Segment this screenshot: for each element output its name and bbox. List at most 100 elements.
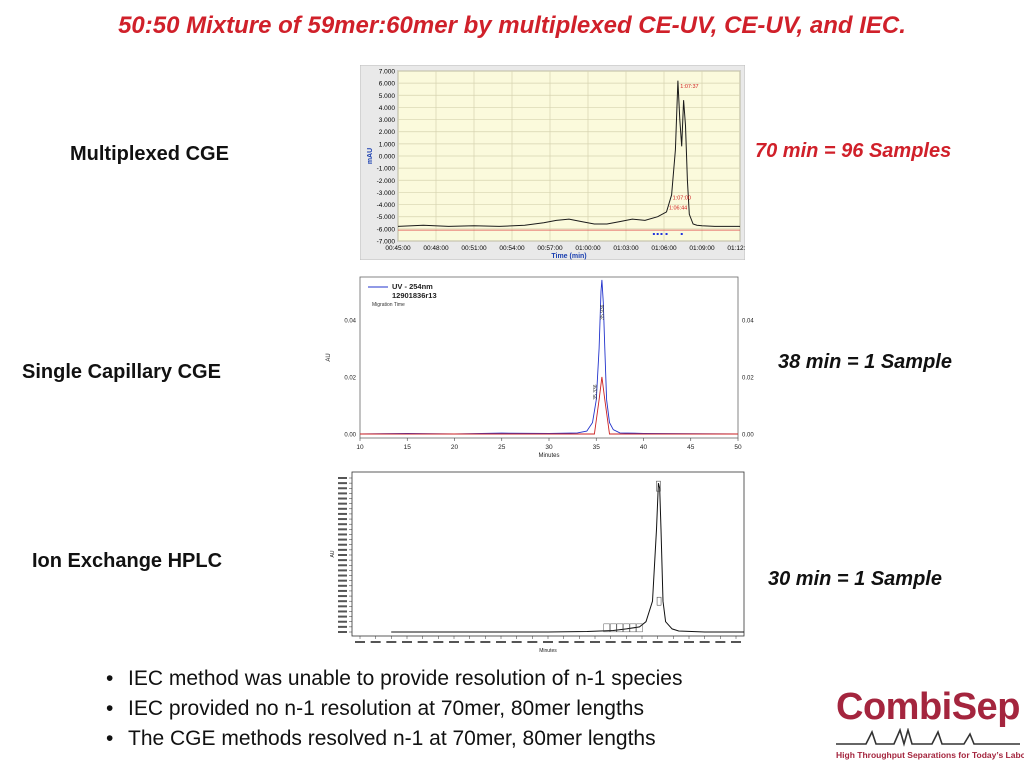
y-tick-label: -4.000 xyxy=(377,202,396,209)
y-tick-label: -5.000 xyxy=(377,214,396,221)
row-label-multiplexed-cge: Multiplexed CGE xyxy=(70,143,229,165)
x-tick-label-mark xyxy=(543,641,553,643)
y-tick-label-mark xyxy=(338,502,347,505)
marker-dot xyxy=(652,233,655,235)
x-tick-label-mark xyxy=(417,641,428,643)
y-tick-label: 0.000 xyxy=(379,154,396,161)
peak-label-cluster xyxy=(616,623,624,633)
y-tick-label-mark xyxy=(338,605,347,608)
bullet-item: IEC provided no n-1 resolution at 70mer,… xyxy=(100,694,682,724)
peak-label-cluster xyxy=(603,623,610,633)
marker-dot xyxy=(665,233,668,235)
bullet-list: IEC method was unable to provide resolut… xyxy=(100,664,682,754)
y-tick-label-mark xyxy=(338,610,347,613)
y-tick-label-mark xyxy=(338,497,347,500)
y-axis-label: AU xyxy=(326,353,332,361)
y-tick-label-mark xyxy=(338,625,347,628)
x-tick-label-mark xyxy=(558,641,569,643)
bullet-item: The CGE methods resolved n-1 at 70mer, 8… xyxy=(100,724,682,754)
bullet-item: IEC method was unable to provide resolut… xyxy=(100,664,682,694)
y-tick-label-mark xyxy=(338,564,347,567)
x-tick-label-mark xyxy=(449,641,459,643)
x-tick-label-mark xyxy=(715,641,726,643)
legend-entry: UV - 254nm xyxy=(392,282,433,291)
y-tick-label-mark xyxy=(338,589,347,592)
y-tick-label-mark xyxy=(338,528,347,531)
y-tick-label-mark xyxy=(338,548,347,551)
y-tick-label-mark xyxy=(338,492,347,495)
note-single-capillary: 38 min = 1 Sample xyxy=(778,351,952,373)
ion-exchange-chart: Minutes AU xyxy=(330,471,745,654)
single-capillary-chart: 10 15 20 25 30 35 40 45 500.00 0.000.02 0.020.04 0.… xyxy=(326,276,754,459)
y-tick-label-mark xyxy=(338,559,347,562)
x-tick-label: 00:54:00 xyxy=(499,245,525,252)
y-tick-label: 7.000 xyxy=(379,69,396,76)
y-tick-label-right: 0.00 xyxy=(742,433,754,439)
x-tick-label-mark xyxy=(402,641,412,643)
y-tick-label-left: 0.04 xyxy=(344,318,356,324)
peak-label-cluster xyxy=(623,623,630,633)
y-tick-label: -6.000 xyxy=(377,226,396,233)
y-tick-label: -7.000 xyxy=(377,239,396,246)
x-axis-label: Minutes xyxy=(538,453,559,459)
x-tick-label-mark xyxy=(684,641,694,643)
x-tick-label-mark xyxy=(590,641,600,643)
x-tick-label: 35 xyxy=(593,444,601,451)
y-tick-label-mark xyxy=(338,569,347,572)
y-tick-label: 3.000 xyxy=(379,117,396,124)
x-tick-label-mark xyxy=(355,641,365,643)
y-tick-label-mark xyxy=(338,477,347,479)
y-tick-label-mark xyxy=(338,507,347,510)
peak-label: 35.336 xyxy=(593,384,599,400)
x-tick-label: 01:12:00 xyxy=(727,245,745,252)
y-tick-label-mark xyxy=(338,482,347,485)
y-tick-label-mark xyxy=(338,584,347,587)
marker-dot xyxy=(656,233,659,235)
x-tick-label: 10 xyxy=(356,444,364,451)
y-tick-label: 6.000 xyxy=(379,81,396,88)
x-tick-label: 00:57:00 xyxy=(537,245,563,252)
x-tick-label: 00:48:00 xyxy=(423,245,449,252)
x-tick-label: 01:00:00 xyxy=(575,245,601,252)
series-line xyxy=(397,80,740,227)
series-line xyxy=(359,279,739,435)
x-tick-label: 40 xyxy=(640,444,648,451)
y-tick-label-mark xyxy=(338,620,347,623)
peak-label-cluster xyxy=(629,623,637,633)
y-tick-label-mark xyxy=(338,595,347,598)
y-tick-label-mark xyxy=(338,538,347,541)
logo-tagline: High Throughput Separations for Today’s … xyxy=(836,750,1024,760)
y-tick-label-left: 0.00 xyxy=(344,433,356,439)
y-tick-label: 5.000 xyxy=(379,93,396,100)
plot-area xyxy=(351,471,745,637)
y-axis-label: AU xyxy=(330,550,336,557)
y-tick-label: 1.000 xyxy=(379,141,396,148)
peak-label: 35.936 xyxy=(600,304,606,320)
x-tick-label: 00:45:00 xyxy=(385,245,411,252)
multiplexed-cge-chart: 7.000 6.000 5.000 4.000 3.000 2.000 1.000 0.000… xyxy=(360,65,745,260)
y-tick-label-mark xyxy=(338,543,347,546)
x-axis-label: Time (min) xyxy=(551,253,586,260)
y-tick-label: -2.000 xyxy=(377,178,396,185)
plot-area xyxy=(359,276,739,439)
peak-label-mark xyxy=(656,596,662,606)
peak-label-mark xyxy=(656,480,661,492)
y-tick-label-mark xyxy=(338,579,347,582)
peak-annotation: 1:07:00 xyxy=(673,196,691,202)
note-ion-exchange: 30 min = 1 Sample xyxy=(768,568,942,590)
x-tick-label-mark xyxy=(386,641,397,643)
x-tick-label-mark xyxy=(574,641,585,643)
x-tick-label-mark xyxy=(370,641,381,643)
x-tick-label: 01:09:00 xyxy=(689,245,715,252)
y-tick-label-mark xyxy=(338,600,347,603)
x-tick-label: 00:51:00 xyxy=(461,245,487,252)
y-tick-label-mark xyxy=(338,554,347,556)
combisep-logo: CombiSep High Throughput Separations for… xyxy=(836,686,1024,766)
row-label-ion-exchange-hplc: Ion Exchange HPLC xyxy=(32,550,223,572)
y-tick-label-left: 0.02 xyxy=(344,375,356,381)
x-tick-label-mark xyxy=(527,641,538,643)
y-tick-label-mark xyxy=(338,533,347,536)
x-tick-label: 50 xyxy=(734,444,742,451)
series-line xyxy=(391,482,744,633)
peak-annotation: 1:06:44 xyxy=(669,205,687,211)
